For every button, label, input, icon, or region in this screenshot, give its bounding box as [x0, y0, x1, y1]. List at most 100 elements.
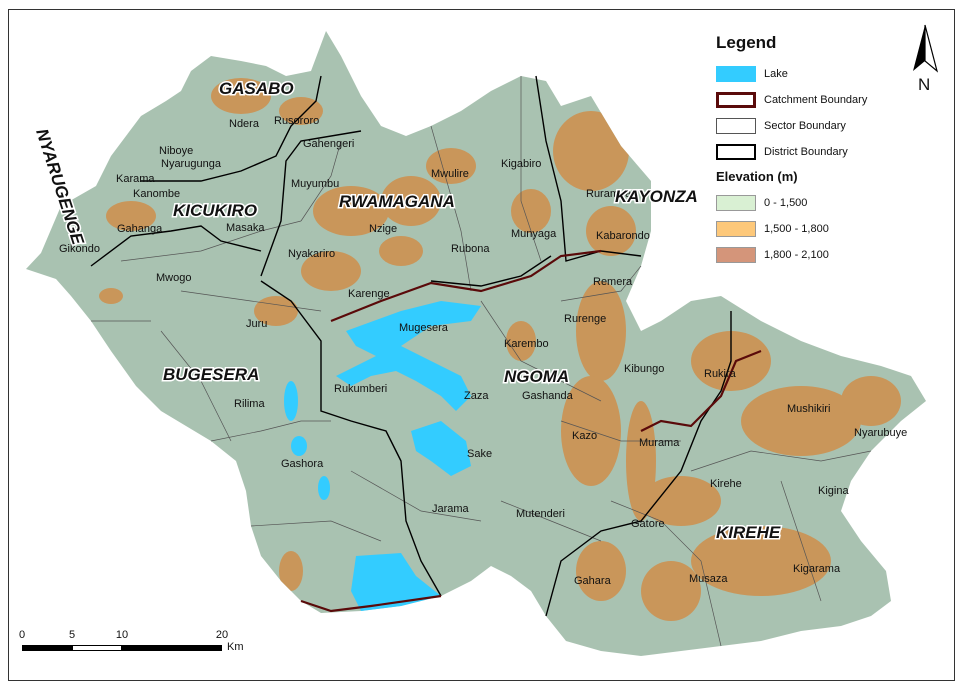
- scale-tick: 20: [215, 629, 229, 641]
- sector-label: Zaza: [464, 390, 489, 402]
- sector-label: Kibungo: [624, 363, 664, 375]
- sector-label: Nyarugunga: [161, 158, 222, 170]
- sector-label: Kigina: [818, 485, 849, 497]
- sector-label: Gahengeri: [303, 138, 354, 150]
- sector-label: Kanombe: [133, 188, 180, 200]
- district-label: NGOMA: [504, 367, 569, 386]
- lake-sake: [411, 421, 471, 476]
- legend-label: 0 - 1,500: [764, 197, 808, 209]
- legend: Legend Lake Catchment Boundary Sector Bo…: [716, 33, 936, 268]
- highland-patches: [99, 78, 901, 621]
- sector-label: Gashanda: [522, 390, 574, 402]
- sector-label: Remera: [593, 276, 633, 288]
- sector-label: Kigabiro: [501, 158, 541, 170]
- legend-label: District Boundary: [764, 146, 848, 158]
- legend-item-lake: Lake: [716, 61, 936, 87]
- elev-low-swatch: [716, 195, 756, 211]
- sector-label: Nzige: [369, 223, 397, 235]
- legend-item-elev-low: 0 - 1,500: [716, 190, 936, 216]
- elev-high-swatch: [716, 247, 756, 263]
- legend-label: Catchment Boundary: [764, 94, 868, 106]
- sector-label: Rukumberi: [334, 383, 387, 395]
- map-canvas: Ndera Rusororo Gahengeri Niboye Nyarugun…: [26, 31, 926, 656]
- sector-label: Karama: [116, 173, 155, 185]
- sector-label: Murama: [639, 437, 680, 449]
- elev-mid-swatch: [716, 221, 756, 237]
- district-label: BUGESERA: [163, 365, 259, 384]
- scale-segment: [22, 645, 72, 651]
- sector-label: Mwogo: [156, 272, 191, 284]
- district-label: RWAMAGANA: [339, 192, 455, 211]
- scale-bar: 0 5 10 20 Km: [19, 629, 259, 669]
- sector-label: Gikondo: [59, 243, 100, 255]
- legend-item-sector: Sector Boundary: [716, 113, 936, 139]
- sector-label: Mutenderi: [516, 508, 565, 520]
- sector-label: Rukira: [704, 368, 737, 380]
- sector-label: Munyaga: [511, 228, 557, 240]
- district-label: GASABO: [219, 79, 294, 98]
- sector-label: Rilima: [234, 398, 265, 410]
- elevation-layer: [26, 31, 926, 656]
- sector-label: Rusororo: [274, 115, 319, 127]
- sector-label: Mwulire: [431, 168, 469, 180]
- district-label: KIREHE: [716, 523, 781, 542]
- legend-item-catchment: Catchment Boundary: [716, 87, 936, 113]
- sector-label: Gatore: [631, 518, 665, 530]
- legend-label: Sector Boundary: [764, 120, 846, 132]
- map-frame: Ndera Rusororo Gahengeri Niboye Nyarugun…: [8, 9, 955, 681]
- legend-title: Legend: [716, 33, 777, 52]
- legend-label: Lake: [764, 68, 788, 80]
- sector-label: Karembo: [504, 338, 549, 350]
- sector-label: Jarama: [432, 503, 470, 515]
- scale-tick: 10: [115, 629, 129, 641]
- sector-label: Ndera: [229, 118, 260, 130]
- sector-label: Karenge: [348, 288, 390, 300]
- district-boundaries: [90, 75, 732, 617]
- sector-label: Kabarondo: [596, 230, 650, 242]
- sector-label: Mugesera: [399, 322, 449, 334]
- sector-label: Gahara: [574, 575, 612, 587]
- district-swatch: [716, 144, 756, 160]
- lake-layer: [284, 301, 481, 611]
- lake-gashora: [291, 436, 307, 456]
- sector-label: Masaka: [226, 222, 265, 234]
- sector-labels: Ndera Rusororo Gahengeri Niboye Nyarugun…: [59, 115, 907, 587]
- sector-boundaries: [91, 76, 872, 647]
- catchment-swatch: [716, 92, 756, 108]
- sector-swatch: [716, 118, 756, 134]
- scale-unit: Km: [227, 641, 244, 653]
- sector-label: Rurenge: [564, 313, 606, 325]
- north-label: N: [918, 75, 931, 94]
- elevation-title: Elevation (m): [716, 169, 798, 184]
- sector-label: Gashora: [281, 458, 324, 470]
- scale-tick: 5: [68, 629, 76, 641]
- sector-label: Nyakariro: [288, 248, 335, 260]
- sector-label: Sake: [467, 448, 492, 460]
- catchment-boundary: [300, 249, 762, 613]
- scale-segment: [72, 645, 122, 651]
- legend-item-elev-high: 1,800 - 2,100: [716, 242, 936, 268]
- legend-item-district: District Boundary: [716, 139, 936, 165]
- district-label: KICUKIRO: [173, 201, 257, 220]
- legend-item-elev-mid: 1,500 - 1,800: [716, 216, 936, 242]
- district-label: KAYONZA: [615, 187, 698, 206]
- sector-label: Niboye: [159, 145, 193, 157]
- legend-label: 1,500 - 1,800: [764, 223, 829, 235]
- legend-label: 1,800 - 2,100: [764, 249, 829, 261]
- sector-label: Nyarubuye: [854, 427, 907, 439]
- scale-segment: [122, 645, 222, 651]
- sector-label: Kigarama: [793, 563, 841, 575]
- sector-label: Muyumbu: [291, 178, 339, 190]
- sector-label: Juru: [246, 318, 267, 330]
- sector-label: Rubona: [451, 243, 490, 255]
- lake-swatch: [716, 66, 756, 82]
- lake-kidogo: [318, 476, 330, 500]
- scale-tick: 0: [18, 629, 26, 641]
- sector-label: Musaza: [689, 573, 728, 585]
- lake-rumira: [351, 553, 441, 611]
- sector-label: Mushikiri: [787, 403, 830, 415]
- sector-label: Kazo: [572, 430, 597, 442]
- sector-label: Gahanga: [117, 223, 163, 235]
- lake-mugesera: [336, 301, 481, 411]
- sector-label: Ruramira: [586, 188, 632, 200]
